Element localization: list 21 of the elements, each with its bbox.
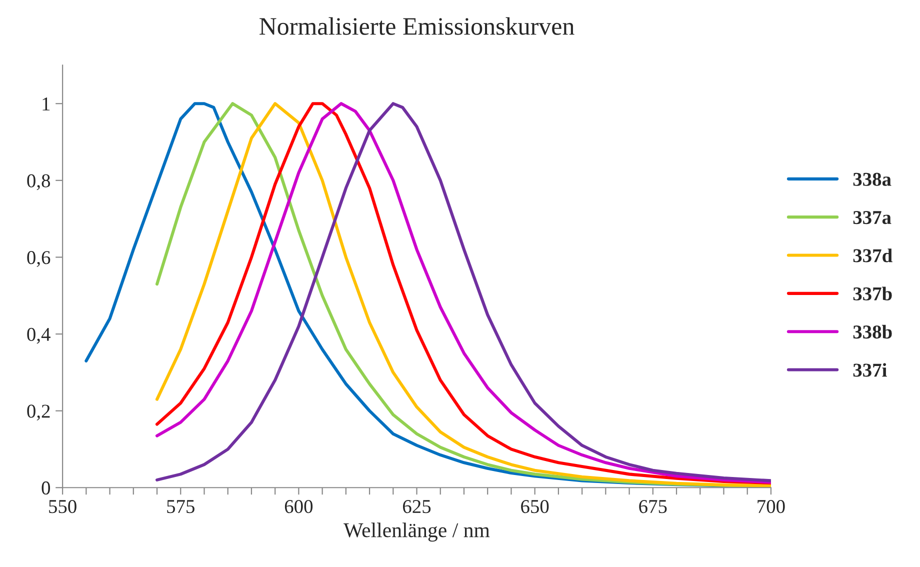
- x-tick-label: 675: [639, 500, 667, 514]
- y-tick-label: 0,6: [27, 251, 50, 267]
- x-tick-label: 625: [403, 500, 431, 514]
- legend-label: 338a: [853, 172, 892, 186]
- x-tick-label: 550: [49, 500, 76, 514]
- legend-label: 337b: [853, 286, 892, 300]
- chart-title: Normalisierte Emissionskurven: [260, 17, 574, 35]
- legend-label: 337a: [853, 211, 892, 224]
- legend-label: 337i: [853, 363, 887, 377]
- y-tick-label: 0,8: [27, 174, 50, 190]
- x-tick-label: 575: [167, 500, 194, 514]
- y-tick-label: 0,2: [27, 404, 50, 421]
- y-tick-label: 1: [42, 98, 50, 110]
- x-tick-label: 650: [521, 500, 549, 514]
- legend-label: 338b: [853, 324, 892, 339]
- x-tick-label: 600: [284, 500, 313, 514]
- x-axis-title: Wellenlänge / nm: [344, 522, 490, 542]
- legend-label: 337d: [853, 248, 892, 262]
- x-tick-label: 700: [758, 500, 785, 514]
- y-tick-label: 0,4: [27, 328, 50, 344]
- y-tick-label: 0: [42, 481, 50, 495]
